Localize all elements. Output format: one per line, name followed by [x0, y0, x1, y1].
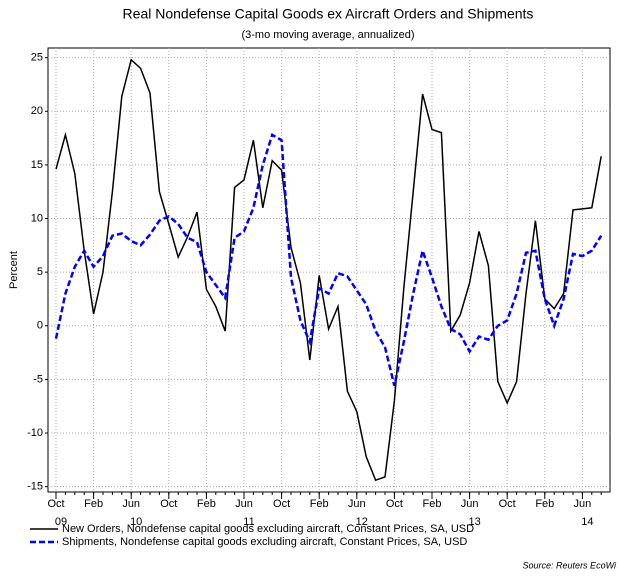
x-tick-label: Feb [84, 498, 103, 510]
x-tick-label: Feb [535, 498, 554, 510]
chart-subtitle: (3-mo moving average, annualized) [241, 29, 414, 41]
y-tick-label: 25 [31, 52, 43, 64]
y-tick-label: 0 [37, 320, 43, 332]
year-label: 12 [356, 516, 368, 528]
x-tick-label: Jun [122, 498, 140, 510]
y-tick-label: -5 [33, 373, 43, 385]
year-label: 14 [581, 516, 593, 528]
y-tick-label: -10 [27, 427, 43, 439]
x-tick-label: Oct [47, 498, 64, 510]
year-label: 11 [243, 516, 254, 528]
x-tick-label: Oct [499, 498, 516, 510]
series-line [55, 58, 602, 482]
source: Source: Reuters EcoWi [523, 560, 617, 570]
y-tick-label: -15 [27, 481, 43, 493]
x-tick-label: Jun [461, 498, 479, 510]
x-tick-label: Oct [386, 498, 403, 510]
y-tick-label: 5 [37, 266, 43, 278]
legend-label: Shipments, Nondefense capital goods excl… [62, 536, 467, 548]
year-label: 09 [55, 516, 67, 528]
year-label: 10 [130, 516, 142, 528]
chart-title: Real Nondefense Capital Goods ex Aircraf… [123, 6, 534, 22]
y-tick-label: 15 [31, 159, 43, 171]
x-tick-label: Feb [310, 498, 329, 510]
x-tick-label: Feb [197, 498, 216, 510]
y-tick-label: 20 [31, 105, 43, 117]
x-tick-label: Oct [160, 498, 177, 510]
x-tick-label: Feb [423, 498, 442, 510]
x-tick-label: Oct [273, 498, 290, 510]
year-label: 13 [468, 516, 480, 528]
x-tick-label: Jun [348, 498, 366, 510]
series-line [54, 133, 603, 387]
x-tick-label: Jun [574, 498, 592, 510]
legend-label: New Orders, Nondefense capital goods exc… [62, 523, 474, 535]
x-tick-label: Jun [235, 498, 253, 510]
plot-frame [47, 47, 611, 493]
y-axis-label: Percent [8, 251, 20, 289]
y-tick-label: 10 [31, 212, 43, 224]
